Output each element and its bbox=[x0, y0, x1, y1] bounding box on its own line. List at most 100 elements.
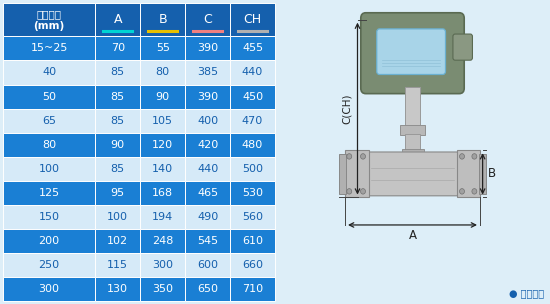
Bar bbox=[405, 87, 420, 126]
Text: 350: 350 bbox=[152, 284, 173, 294]
Bar bbox=[230, 3, 275, 36]
Bar bbox=[185, 109, 230, 133]
Text: 115: 115 bbox=[107, 260, 128, 270]
Bar bbox=[95, 36, 140, 60]
Bar bbox=[140, 36, 185, 60]
Circle shape bbox=[346, 154, 352, 159]
Bar bbox=[3, 253, 95, 277]
Text: 85: 85 bbox=[111, 67, 125, 78]
Text: 80: 80 bbox=[156, 67, 170, 78]
Bar bbox=[230, 85, 275, 109]
FancyBboxPatch shape bbox=[367, 152, 458, 196]
FancyBboxPatch shape bbox=[453, 34, 472, 60]
Bar bbox=[140, 181, 185, 205]
Bar bbox=[185, 277, 230, 301]
Bar bbox=[95, 205, 140, 229]
Bar bbox=[95, 85, 140, 109]
Text: C(CH): C(CH) bbox=[342, 93, 352, 124]
Bar bbox=[230, 205, 275, 229]
Bar bbox=[3, 181, 95, 205]
Text: 545: 545 bbox=[197, 236, 218, 246]
Bar bbox=[230, 60, 275, 85]
Text: B: B bbox=[488, 168, 496, 180]
Bar bbox=[230, 109, 275, 133]
Bar bbox=[140, 253, 185, 277]
Bar bbox=[405, 134, 420, 150]
Bar bbox=[3, 277, 95, 301]
Bar bbox=[456, 150, 480, 198]
Text: 80: 80 bbox=[42, 140, 56, 150]
Bar bbox=[95, 277, 140, 301]
Bar bbox=[185, 253, 230, 277]
Circle shape bbox=[459, 188, 464, 194]
Bar bbox=[185, 85, 230, 109]
Text: 480: 480 bbox=[242, 140, 263, 150]
Bar bbox=[3, 3, 95, 36]
Bar bbox=[95, 109, 140, 133]
Text: 390: 390 bbox=[197, 92, 218, 102]
Text: 200: 200 bbox=[39, 236, 59, 246]
Text: 140: 140 bbox=[152, 164, 173, 174]
Bar bbox=[185, 60, 230, 85]
Circle shape bbox=[346, 188, 352, 194]
Text: 100: 100 bbox=[39, 164, 59, 174]
Text: 15~25: 15~25 bbox=[30, 43, 68, 54]
Text: B: B bbox=[158, 13, 167, 26]
Bar bbox=[95, 229, 140, 253]
Bar bbox=[3, 133, 95, 157]
Text: A: A bbox=[113, 13, 122, 26]
FancyBboxPatch shape bbox=[377, 29, 446, 74]
Text: 385: 385 bbox=[197, 67, 218, 78]
Bar bbox=[3, 85, 95, 109]
Circle shape bbox=[459, 154, 464, 159]
Bar bbox=[3, 36, 95, 60]
Text: 90: 90 bbox=[111, 140, 125, 150]
Text: 55: 55 bbox=[156, 43, 170, 54]
Bar bbox=[95, 181, 140, 205]
Bar bbox=[3, 60, 95, 85]
Bar bbox=[345, 150, 368, 198]
Text: 250: 250 bbox=[39, 260, 59, 270]
Bar bbox=[339, 154, 345, 194]
Text: 660: 660 bbox=[242, 260, 263, 270]
Circle shape bbox=[361, 188, 366, 194]
Text: 120: 120 bbox=[152, 140, 173, 150]
Text: 400: 400 bbox=[197, 116, 218, 126]
Text: 50: 50 bbox=[42, 92, 56, 102]
Text: 168: 168 bbox=[152, 188, 173, 198]
Bar bbox=[3, 109, 95, 133]
Text: 100: 100 bbox=[107, 212, 128, 222]
Text: 194: 194 bbox=[152, 212, 173, 222]
Text: 300: 300 bbox=[39, 284, 59, 294]
Text: 248: 248 bbox=[152, 236, 173, 246]
Text: 560: 560 bbox=[242, 212, 263, 222]
Bar bbox=[185, 3, 230, 36]
Text: 610: 610 bbox=[242, 236, 263, 246]
Bar bbox=[230, 157, 275, 181]
Bar bbox=[185, 133, 230, 157]
Bar bbox=[230, 277, 275, 301]
Bar bbox=[140, 60, 185, 85]
Bar bbox=[230, 133, 275, 157]
Bar bbox=[140, 157, 185, 181]
Text: 600: 600 bbox=[197, 260, 218, 270]
Bar bbox=[185, 36, 230, 60]
Text: 465: 465 bbox=[197, 188, 218, 198]
Bar bbox=[402, 149, 424, 156]
Text: 85: 85 bbox=[111, 92, 125, 102]
Text: 90: 90 bbox=[156, 92, 170, 102]
Text: 40: 40 bbox=[42, 67, 56, 78]
Bar bbox=[95, 253, 140, 277]
Text: 95: 95 bbox=[111, 188, 125, 198]
Bar bbox=[140, 277, 185, 301]
Text: CH: CH bbox=[244, 13, 262, 26]
Text: 440: 440 bbox=[242, 67, 263, 78]
Bar bbox=[140, 205, 185, 229]
Text: 390: 390 bbox=[197, 43, 218, 54]
Bar bbox=[140, 109, 185, 133]
Text: 85: 85 bbox=[111, 164, 125, 174]
FancyBboxPatch shape bbox=[361, 13, 464, 94]
Circle shape bbox=[472, 188, 477, 194]
Bar bbox=[185, 205, 230, 229]
Circle shape bbox=[472, 154, 477, 159]
